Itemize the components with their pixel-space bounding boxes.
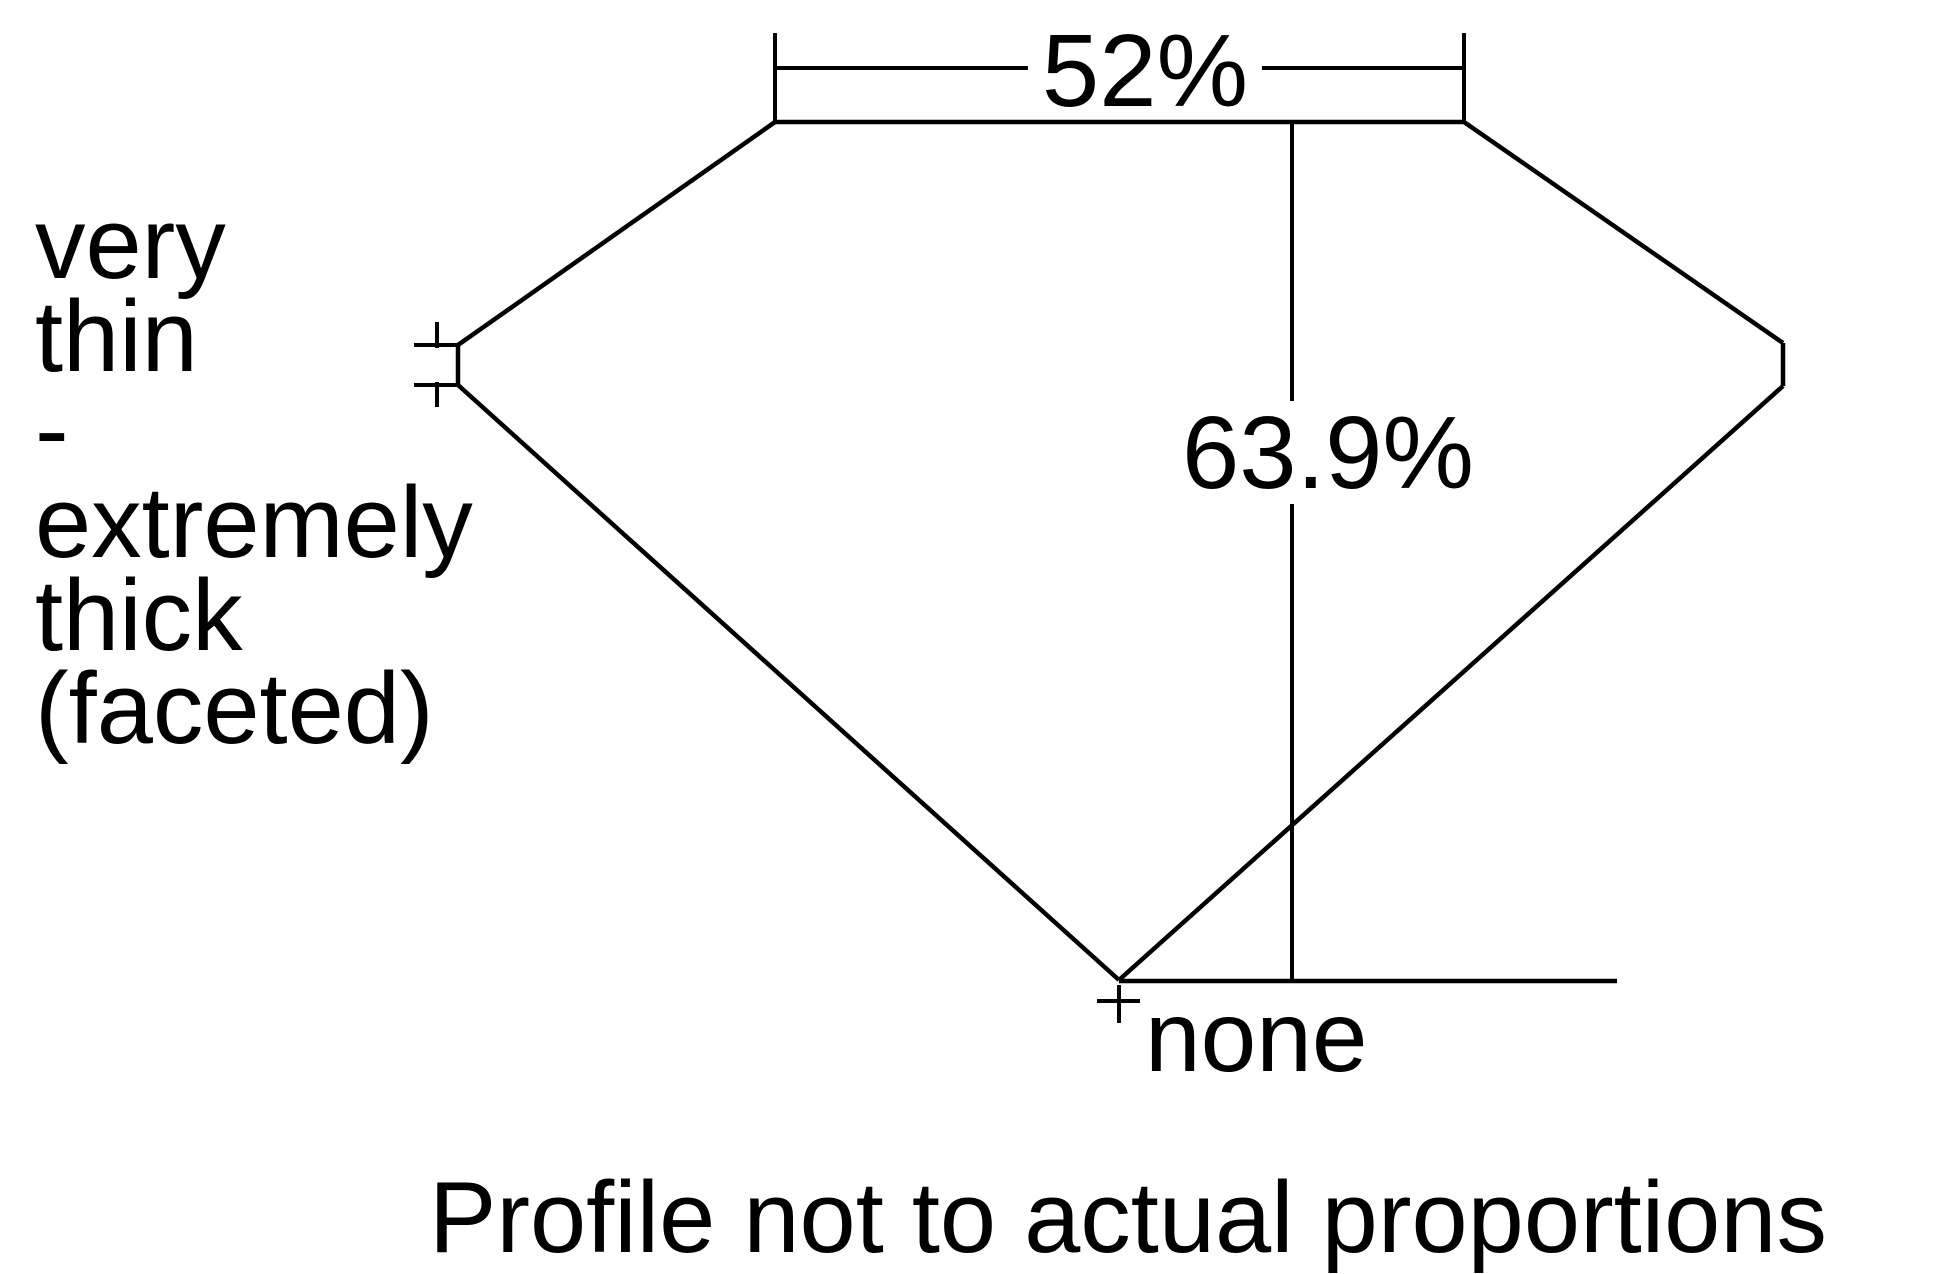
crown-facet-left-line [456,120,777,347]
crown-facet-right-line [1462,120,1785,345]
table-percentage-label: 52% [1027,19,1263,122]
pavilion-facet-left-line [456,383,1121,982]
pavilion-facet-right-line [1117,384,1785,982]
culet-label: none [1145,981,1368,1093]
girdle-thickness-label: very thin - extremely thick (faceted) [35,188,473,765]
caption-text: Profile not to actual proportions [429,1162,1827,1274]
depth-percentage-label: 63.9% [1171,401,1485,504]
